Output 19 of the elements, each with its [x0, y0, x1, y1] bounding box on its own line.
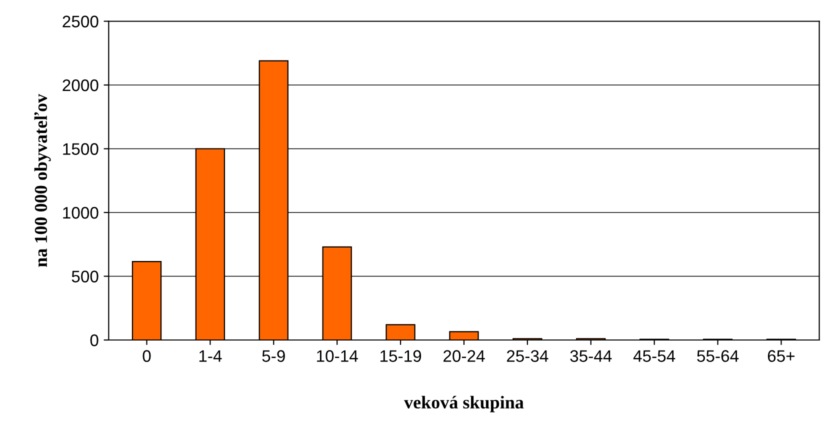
- x-tick-label: 20-24: [444, 350, 485, 362]
- x-axis-title: veková skupina: [404, 396, 524, 412]
- x-tick-label: 0: [142, 350, 151, 362]
- x-tick-label: 65+: [768, 350, 795, 362]
- y-tick-label: 2000: [62, 79, 98, 92]
- y-tick-label: 500: [72, 270, 98, 282]
- x-tick-label: 55-64: [697, 350, 739, 362]
- x-tick-label: 35-44: [570, 350, 612, 362]
- y-tick-label: 0: [90, 334, 98, 346]
- y-axis-title: na 100 000 obyvateľov: [34, 94, 51, 267]
- x-tick-label: 5-9: [262, 350, 285, 362]
- y-tick-label: 1000: [63, 206, 98, 219]
- x-tick-label: 45-54: [633, 350, 676, 362]
- x-tick-label: 25-34: [506, 350, 548, 362]
- x-tick-label: 1-4: [199, 350, 222, 362]
- y-tick-label: 1500: [63, 143, 98, 155]
- y-tick-label: 2500: [62, 16, 98, 28]
- x-tick-label: 10-14: [317, 350, 358, 362]
- x-tick-label: 15-19: [380, 350, 422, 362]
